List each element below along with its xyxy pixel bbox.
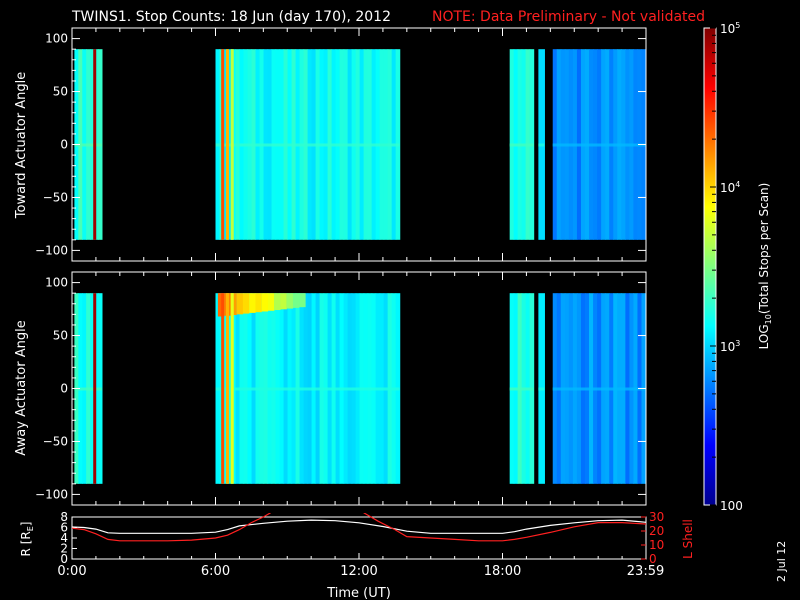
toward-y-tick-label: −50 [43,190,68,204]
toward-panel: −100 −50 0 50 100 Toward Actuator Angle [14,27,647,262]
orbit-left-tick-label: 4 [60,531,68,545]
orbit-right-y-label: L Shell [681,519,695,559]
away-panel: −100 −50 0 50 100 Away Actuator Angle [14,271,647,506]
colorbar-ticks: 105 104 103 100 [710,21,743,513]
x-tick-label: 6:00 [201,564,230,579]
orbit-left-tick-label: 0 [60,552,68,566]
colorbar-gradient [703,27,717,506]
colorbar-label: LOG10(Total Stops per Scan) [757,183,773,350]
colorbar-tick-label: 103 [720,339,740,354]
away-hot-region-cell [255,293,262,313]
toward-bright-band [230,49,234,240]
away-hot-region-cell [274,293,281,311]
away-hot-region-cell [217,293,225,317]
away-hot-region-cell [261,293,269,312]
toward-y-axis: −100 −50 0 50 100 [35,28,647,261]
away-y-tick-label: 0 [60,382,68,396]
toward-y-tick-label: 0 [60,138,68,152]
away-bright-band [93,293,97,484]
away-hot-region-cell [292,293,300,308]
away-equator-band [538,387,545,391]
side-date: 2 Jul 12 [775,541,788,582]
toward-heatmap [74,49,647,240]
away-heatmap [74,293,647,484]
away-bright-band [230,293,234,484]
l-shell-line [72,513,646,542]
away-y-label: Away Actuator Angle [14,320,29,455]
away-equator-band [552,387,646,391]
away-y-tick-label: −50 [43,434,68,448]
away-y-tick-label: −100 [35,487,68,501]
away-hot-region-cell [236,293,244,315]
toward-equator-band [538,143,545,147]
orbit-right-tick-label: 20 [649,524,664,538]
toward-equator-band [74,143,102,147]
away-equator-band [509,387,534,391]
toward-y-label: Toward Actuator Angle [14,72,29,219]
orbit-right-tick-label: 10 [649,538,664,552]
away-hot-region-cell [267,293,275,311]
x-axis-label: Time (UT) [326,586,391,600]
colorbar: 105 104 103 100 LOG10(Total Stops per Scan) [703,21,773,513]
away-hot-region-cell [249,293,256,313]
toward-bright-band [93,49,97,240]
away-y-tick-label: 100 [45,276,68,290]
toward-y-tick-label: 50 [53,85,68,99]
radius-line [72,519,646,534]
away-hot-region-cell [286,293,294,309]
orbit-right-tick-label: 30 [649,510,664,524]
away-hot-region-cell [280,293,287,310]
x-tick-label: 0:00 [57,564,86,579]
toward-bright-band [225,49,229,240]
away-bright-band [221,293,225,484]
toward-equator-band [215,143,400,147]
orbit-left-tick-label: 8 [60,510,68,524]
preliminary-note: NOTE: Data Preliminary - Not validated [432,9,705,25]
x-tick-label: 12:00 [340,564,377,579]
away-y-tick-label: 50 [53,329,68,343]
away-hot-region-cell [242,293,250,314]
away-equator-band [74,387,102,391]
toward-equator-band [552,143,646,147]
x-tick-label: 23:59 [627,564,664,579]
toward-y-tick-label: 100 [45,32,68,46]
away-hot-region-cell [299,293,306,308]
colorbar-tick-label: 100 [720,499,743,513]
orbit-left-y-label: R [RE] [19,522,35,557]
toward-bright-band [221,49,225,240]
x-tick-label: 18:00 [484,564,521,579]
chart-title: TWINS1. Stop Counts: 18 Jun (day 170), 2… [71,9,391,25]
colorbar-tick-label: 105 [720,21,740,36]
orbit-left-tick-label: 6 [60,521,68,535]
colorbar-tick-label: 104 [720,180,740,195]
orbit-left-tick-label: 2 [60,542,68,556]
orbit-right-tick-label: 0 [649,552,657,566]
toward-y-tick-label: −100 [35,243,68,257]
orbit-lines [72,513,646,542]
toward-equator-band [509,143,534,147]
away-equator-band [215,387,400,391]
away-y-axis: −100 −50 0 50 100 [35,272,647,505]
away-bright-band [225,293,229,484]
